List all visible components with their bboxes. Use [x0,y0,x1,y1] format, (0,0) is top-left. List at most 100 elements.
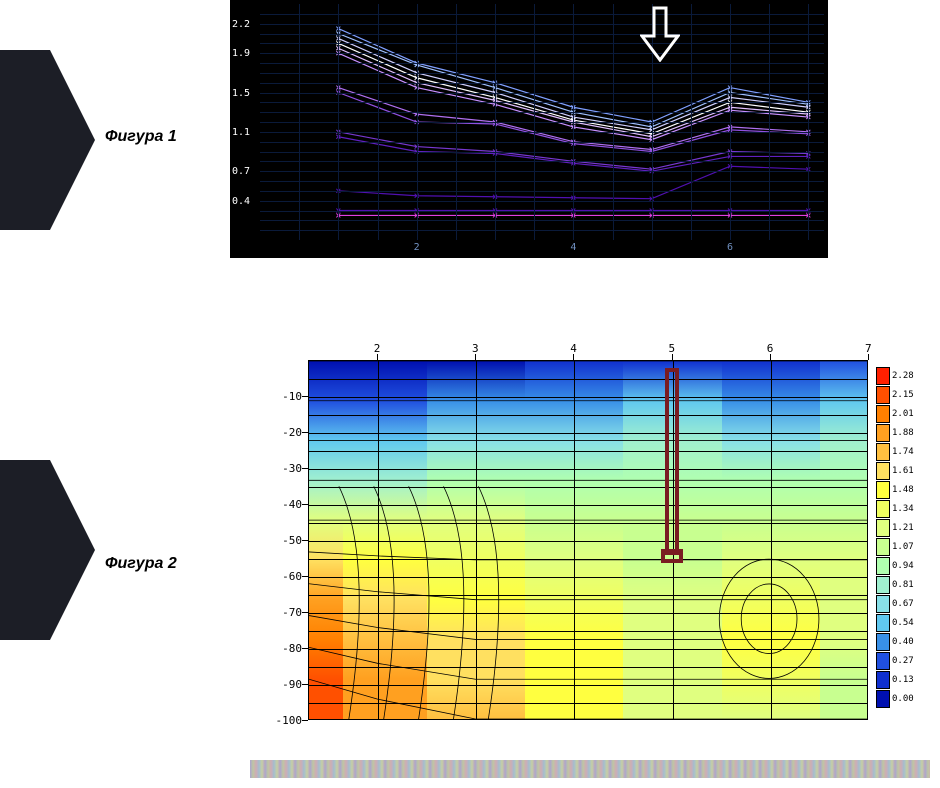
chart-1-gridline-h [260,122,824,123]
chart-1-y-label: 2.2 [232,19,250,30]
legend-row: 0.94 [876,556,936,575]
chart-2-plot-area [308,360,868,720]
chart-2-contour-line [309,647,867,679]
chart-1-gridline-h [260,142,824,143]
legend-value: 1.07 [892,542,914,552]
legend-swatch [876,386,890,404]
figure-2-label: Фигура 2 [105,555,177,573]
chart-1-gridline-h [260,102,824,103]
legend-row: 0.67 [876,594,936,613]
chart-1-gridline-h [260,201,824,202]
legend-value: 0.00 [892,694,914,704]
legend-swatch [876,690,890,708]
chart-2-contour-line [309,584,867,600]
legend-swatch [876,500,890,518]
chart-2-y-label: -40 [262,498,302,511]
chart-2-gridline-h [309,649,867,650]
chart-1-gridline-h [260,24,824,25]
legend-swatch [876,538,890,556]
chart-1-gridline-h [260,161,824,162]
chart-1-gridline-h [260,191,824,192]
chart-2-gridline-v [378,361,379,719]
chart-2-gridline-h [309,541,867,542]
legend-value: 1.34 [892,504,914,514]
chart-2-x-tick [475,354,476,360]
legend-value: 0.40 [892,637,914,647]
legend-row: 1.34 [876,499,936,518]
chart-1-gridline-h [260,220,824,221]
chart-1-gridline-h [260,230,824,231]
chart-1-gridline-h [260,73,824,74]
chart-2-gridline-h [309,613,867,614]
chart-1-gridline-h [260,53,824,54]
chart-2-red-marker [665,368,679,555]
chart-2-gridline-h [309,433,867,434]
chart-2-y-label: -30 [262,462,302,475]
legend-row: 1.61 [876,461,936,480]
chart-1: 0.40.71.11.51.92.2246 [230,0,828,258]
down-arrow-icon [640,6,680,62]
legend-swatch [876,519,890,537]
legend-value: 2.28 [892,371,914,381]
chart-2-y-label: -20 [262,426,302,439]
legend-value: 1.21 [892,523,914,533]
chart-1-gridline-h [260,112,824,113]
chart-2-red-marker-base [661,549,683,563]
legend-swatch [876,367,890,385]
legend-row: 0.27 [876,651,936,670]
chart-2-gridline-h [309,685,867,686]
chart-2-y-label: -60 [262,570,302,583]
chart-2-y-tick [302,540,308,541]
chart-2-gridline-v [771,361,772,719]
legend-value: 0.13 [892,675,914,685]
chart-2-gridline-h [309,631,867,632]
chart-2-legend: 2.282.152.011.881.741.611.481.341.211.07… [876,366,936,708]
legend-swatch [876,576,890,594]
chart-2-y-label: -70 [262,606,302,619]
chart-2-x-tick [770,354,771,360]
chart-1-x-label: 2 [414,242,420,253]
legend-row: 0.54 [876,613,936,632]
chart-1-y-label: 1.9 [232,48,250,59]
chart-2-gridline-h [309,559,867,560]
chart-1-gridline-h [260,211,824,212]
legend-swatch [876,405,890,423]
chart-2-y-tick [302,684,308,685]
legend-value: 0.67 [892,599,914,609]
legend-swatch [876,671,890,689]
legend-row: 2.28 [876,366,936,385]
legend-row: 2.15 [876,385,936,404]
chart-1-gridline-h [260,14,824,15]
chart-1-gridline-h [260,63,824,64]
chart-2-gridline-h [309,523,867,524]
chart-1-y-label: 1.5 [232,88,250,99]
legend-value: 1.61 [892,466,914,476]
legend-row: 1.88 [876,423,936,442]
pentagon-arrow-2 [0,460,50,640]
legend-swatch [876,424,890,442]
chart-2-y-label: -10 [262,390,302,403]
chart-1-x-label: 4 [570,242,576,253]
chart-1-y-label: 1.1 [232,127,250,138]
chart-1-gridline-h [260,181,824,182]
pentagon-arrow-1 [0,50,50,230]
chart-2-gridline-h [309,379,867,380]
chart-1-gridline-h [260,132,824,133]
chart-2-gridline-h [309,595,867,596]
legend-swatch [876,595,890,613]
figure-1-label: Фигура 1 [105,128,177,146]
chart-2-gridline-v [476,361,477,719]
chart-1-y-label: 0.7 [232,166,250,177]
chart-2-y-tick [302,720,308,721]
chart-1-gridline-h [260,152,824,153]
chart-2-y-tick [302,612,308,613]
legend-row: 0.00 [876,689,936,708]
legend-row: 1.74 [876,442,936,461]
legend-row: 0.13 [876,670,936,689]
legend-row: 1.07 [876,537,936,556]
legend-value: 0.81 [892,580,914,590]
chart-2-y-tick [302,648,308,649]
legend-swatch [876,614,890,632]
chart-2-gridline-v [574,361,575,719]
legend-swatch [876,557,890,575]
